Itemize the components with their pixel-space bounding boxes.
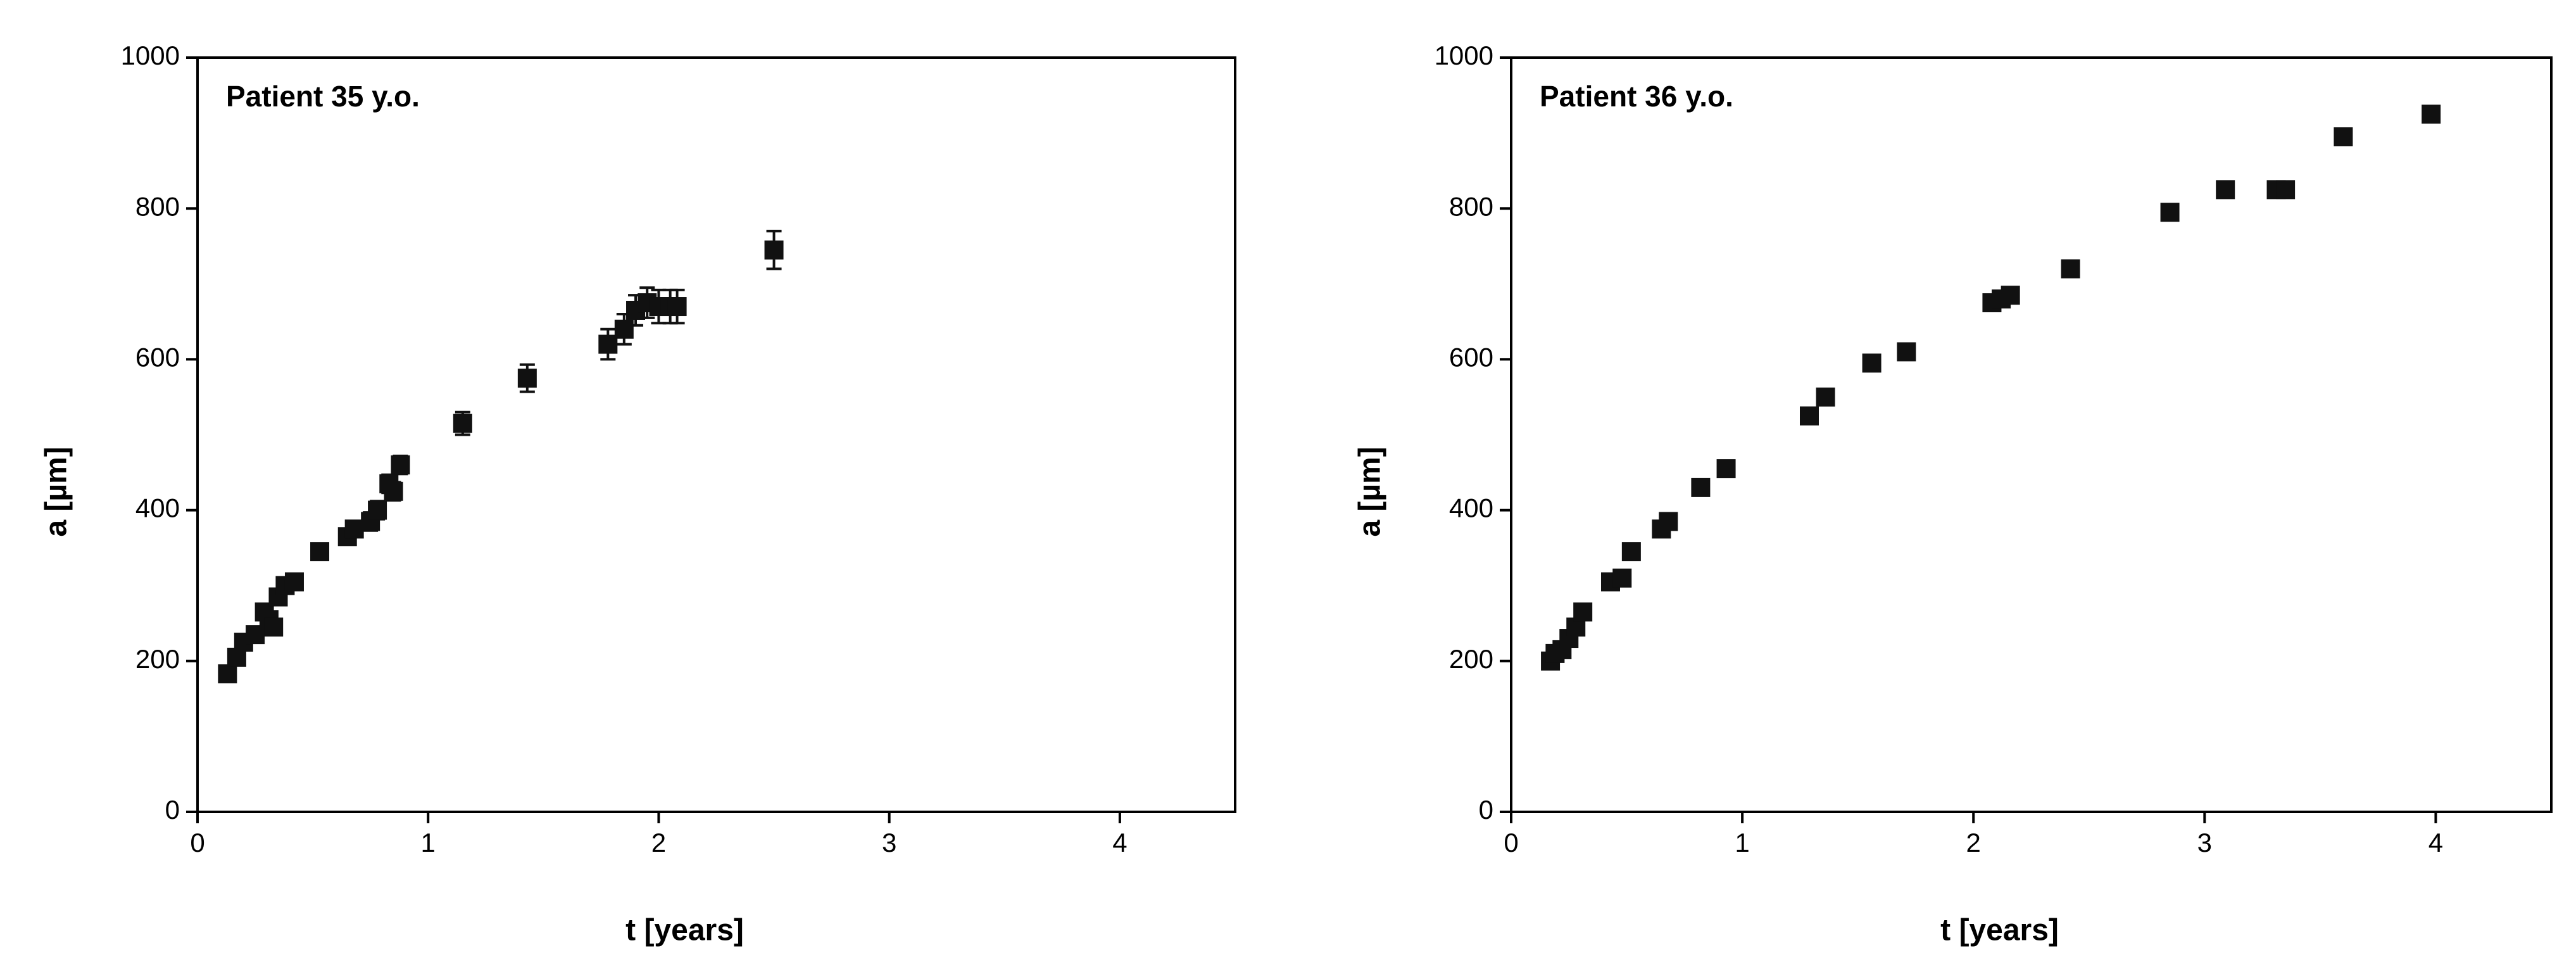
data-point bbox=[614, 319, 634, 339]
data-point bbox=[1621, 542, 1641, 562]
x-tick-label: 1 bbox=[421, 828, 436, 857]
y-axis-label: a [µm] bbox=[40, 446, 73, 536]
data-point bbox=[284, 572, 304, 591]
data-point bbox=[344, 519, 364, 539]
x-tick-label: 2 bbox=[1966, 828, 1981, 857]
data-point bbox=[2334, 127, 2353, 147]
data-point bbox=[1612, 568, 1632, 588]
y-tick-label: 800 bbox=[1449, 191, 1493, 221]
x-tick-label: 4 bbox=[2428, 828, 2443, 857]
x-tick-label: 0 bbox=[190, 828, 204, 857]
data-point bbox=[517, 369, 537, 388]
x-tick-label: 3 bbox=[2197, 828, 2212, 857]
data-point bbox=[2061, 259, 2080, 279]
data-point bbox=[1799, 406, 1819, 426]
y-axis-label: a [µm] bbox=[1354, 446, 1387, 536]
data-point bbox=[368, 500, 387, 520]
data-point bbox=[453, 414, 472, 433]
x-tick-label: 0 bbox=[1504, 828, 1518, 857]
data-point bbox=[1862, 353, 1882, 373]
x-tick-label: 1 bbox=[1735, 828, 1749, 857]
annotation: Patient 36 y.o. bbox=[1540, 80, 1733, 113]
data-point bbox=[2276, 180, 2296, 199]
y-tick-label: 200 bbox=[135, 644, 180, 674]
y-tick-label: 1000 bbox=[121, 41, 180, 70]
data-point bbox=[1716, 459, 1736, 479]
data-point bbox=[1897, 342, 1916, 362]
data-point bbox=[667, 297, 687, 317]
data-point bbox=[1691, 478, 1711, 497]
y-tick-label: 400 bbox=[135, 493, 180, 523]
y-tick-label: 0 bbox=[165, 795, 180, 825]
x-tick-label: 3 bbox=[882, 828, 896, 857]
y-tick-label: 400 bbox=[1449, 493, 1493, 523]
data-point bbox=[384, 481, 403, 501]
data-point bbox=[2216, 180, 2235, 199]
plot-frame bbox=[196, 56, 1236, 813]
data-point bbox=[218, 664, 237, 684]
data-point bbox=[598, 334, 618, 354]
y-tick-label: 800 bbox=[135, 191, 180, 221]
data-point bbox=[2422, 104, 2441, 124]
x-axis-label: t [years] bbox=[1940, 914, 2059, 947]
y-tick-label: 600 bbox=[135, 342, 180, 372]
data-point bbox=[1659, 512, 1678, 531]
data-point bbox=[391, 455, 410, 475]
x-tick-label: 2 bbox=[651, 828, 666, 857]
data-point bbox=[2160, 203, 2180, 222]
x-axis-label: t [years] bbox=[625, 914, 744, 947]
y-tick-label: 0 bbox=[1479, 795, 1493, 825]
plot-frame bbox=[1510, 56, 2553, 813]
annotation: Patient 35 y.o. bbox=[226, 80, 420, 113]
y-tick-label: 600 bbox=[1449, 342, 1493, 372]
x-tick-label: 4 bbox=[1112, 828, 1127, 857]
data-point bbox=[1816, 387, 1835, 407]
y-tick-label: 200 bbox=[1449, 644, 1493, 674]
data-point bbox=[2001, 286, 2020, 305]
data-point bbox=[310, 542, 330, 562]
data-point bbox=[264, 617, 284, 637]
y-tick-label: 1000 bbox=[1435, 41, 1493, 70]
data-point bbox=[1573, 602, 1593, 622]
data-point bbox=[764, 240, 784, 260]
